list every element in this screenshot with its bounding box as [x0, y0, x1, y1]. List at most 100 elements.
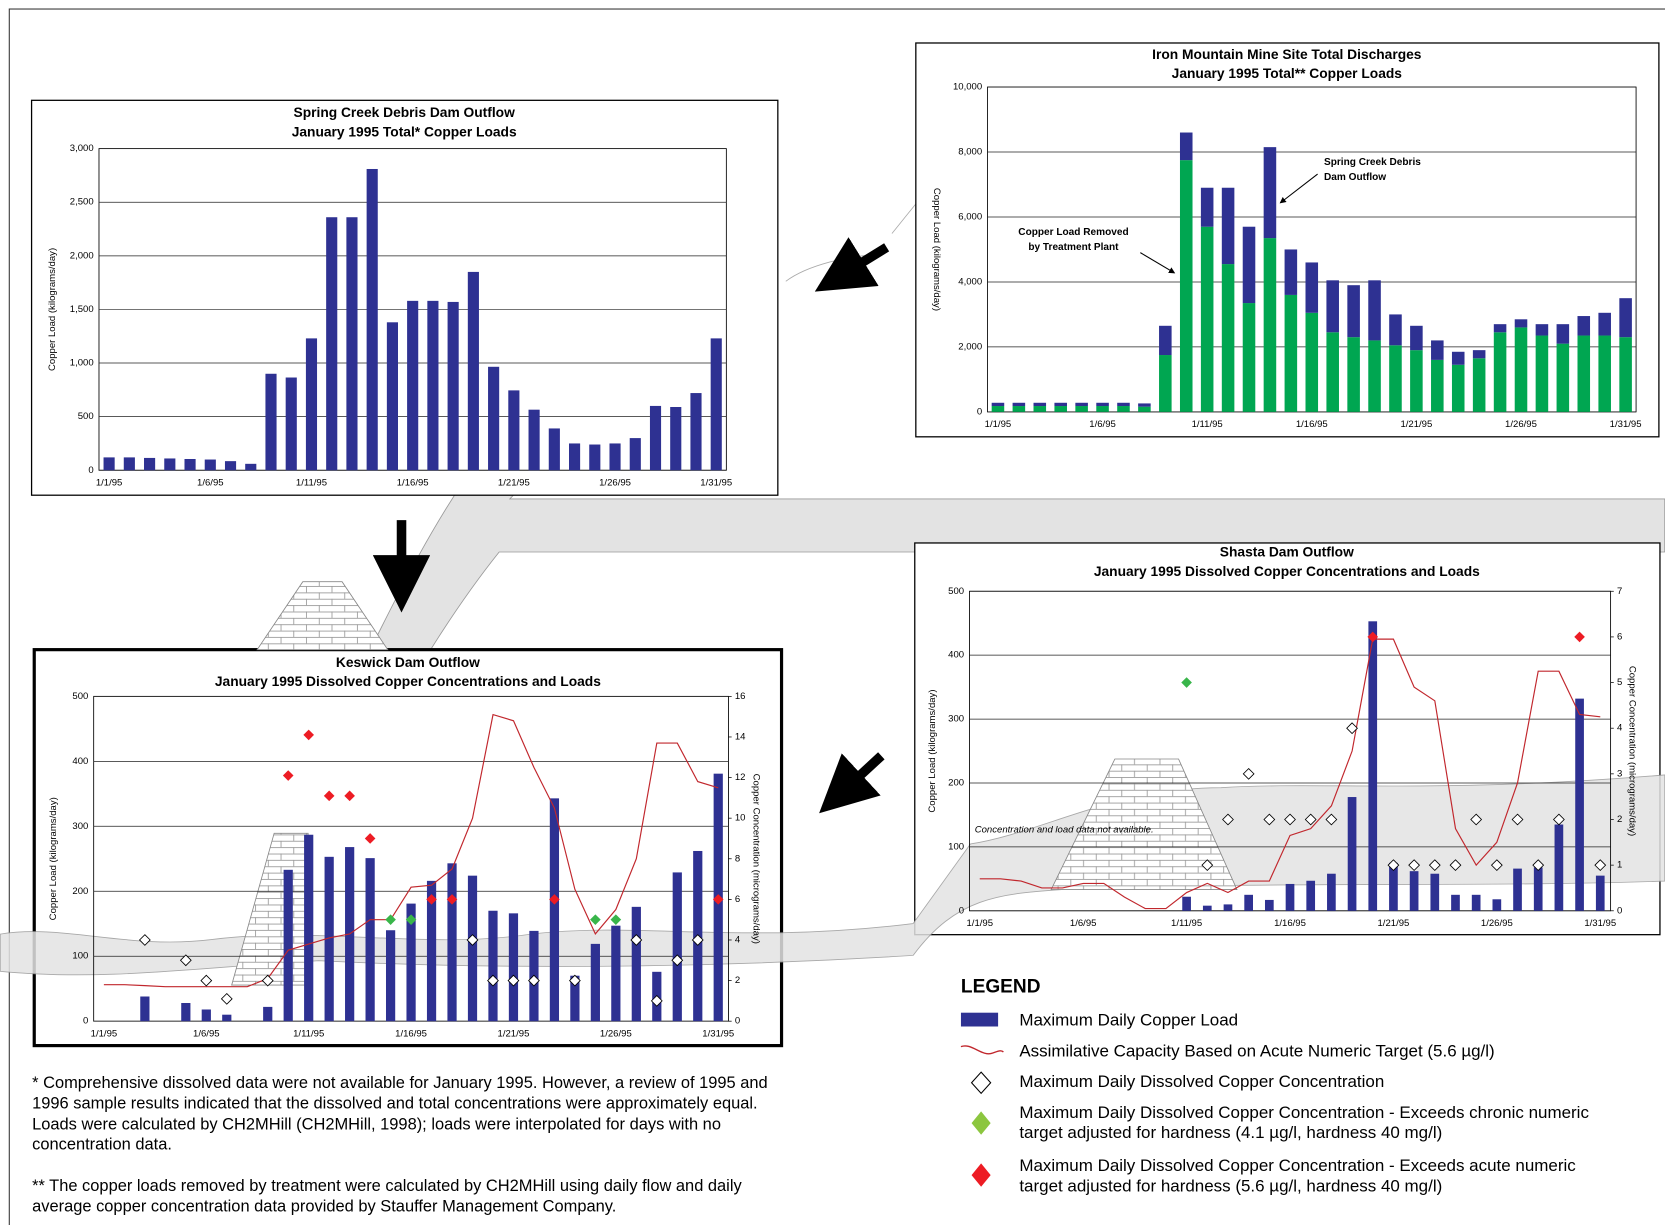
flow-arrows	[372, 237, 890, 814]
marker	[610, 914, 622, 925]
marker	[1511, 813, 1524, 826]
legend-label: Maximum Daily Copper Load	[1019, 1011, 1238, 1030]
bar-segment	[1096, 402, 1109, 407]
chart-subtitle: January 1995 Dissolved Copper Concentrat…	[215, 674, 601, 689]
y2-tick-label: 0	[735, 1016, 740, 1027]
bar	[611, 925, 621, 1022]
bar-segment	[1410, 325, 1423, 351]
legend-label: Maximum Daily Dissolved Copper Concentra…	[1019, 1072, 1384, 1091]
marker	[179, 954, 192, 967]
chart-subtitle: January 1995 Dissolved Copper Concentrat…	[1094, 564, 1480, 579]
marker	[1242, 767, 1255, 780]
legend-swatch	[960, 1045, 1004, 1055]
y-tick-label: 2,000	[70, 250, 94, 261]
bar-segment	[1619, 298, 1632, 338]
bar	[1409, 871, 1419, 911]
axis-title: Copper Load (kilograms/day)	[48, 797, 59, 920]
marker	[1490, 859, 1503, 872]
bar	[1264, 899, 1274, 911]
y2-tick-label: 10	[735, 813, 746, 824]
y-tick-label: 500	[72, 691, 88, 702]
bar	[710, 338, 722, 471]
legend-swatch	[971, 1111, 991, 1135]
bar	[385, 930, 396, 1022]
x-tick-label: 1/16/95	[1274, 918, 1306, 929]
marker	[1552, 813, 1565, 826]
bar	[426, 880, 437, 1022]
bar	[690, 393, 702, 471]
bar-segment	[1263, 238, 1277, 412]
y2-tick-label: 12	[735, 772, 746, 783]
bar	[407, 300, 419, 471]
bar	[548, 428, 560, 471]
bar-segment	[1514, 319, 1528, 328]
marker	[1387, 859, 1400, 872]
marker	[1594, 859, 1607, 872]
bar	[1451, 894, 1460, 911]
bar-segment	[1200, 226, 1214, 412]
bar	[528, 409, 540, 471]
x-tick-label: 1/1/95	[967, 918, 994, 929]
x-tick-label: 1/6/95	[197, 478, 224, 489]
bar-segment	[1200, 187, 1214, 227]
bar-segment	[1326, 280, 1339, 333]
marker	[1325, 813, 1338, 826]
bar	[1595, 875, 1605, 911]
y-tick-label: 1,500	[70, 304, 94, 315]
marker	[303, 729, 314, 741]
bar	[549, 798, 560, 1022]
x-tick-label: 1/21/95	[1400, 419, 1432, 430]
legend-label: Assimilative Capacity Based on Acute Num…	[1019, 1041, 1494, 1060]
bar	[1202, 905, 1212, 911]
y2-tick-label: 1	[1617, 860, 1622, 871]
y-tick-label: 100	[948, 841, 964, 852]
bar	[201, 1009, 211, 1022]
annotation: Dam Outflow	[1324, 172, 1386, 183]
y2-tick-label: 2	[735, 975, 740, 986]
bar-segment	[1242, 226, 1256, 304]
x-tick-label: 1/11/95	[1171, 918, 1202, 929]
bar-segment	[1284, 249, 1298, 295]
y-tick-label: 0	[83, 1016, 88, 1027]
marker	[650, 994, 663, 1007]
y2-tick-label: 5	[1617, 677, 1622, 688]
legend-label: Maximum Daily Dissolved Copper Concentra…	[1019, 1103, 1589, 1122]
marker	[1449, 859, 1462, 872]
x-tick-label: 1/1/95	[91, 1028, 118, 1039]
dam	[1050, 758, 1238, 890]
bar	[488, 910, 498, 1022]
legend-title: LEGEND	[961, 976, 1041, 997]
y2-tick-label: 14	[735, 731, 746, 742]
y-tick-label: 200	[72, 886, 88, 897]
marker	[1181, 677, 1192, 688]
bar-segment	[1368, 340, 1381, 412]
bar	[467, 271, 479, 471]
bar	[406, 903, 416, 1022]
x-tick-label: 1/11/95	[296, 478, 327, 489]
bar-segment	[1012, 406, 1026, 412]
bar-segment	[1326, 332, 1339, 412]
bar-segment	[1242, 303, 1256, 412]
bar-segment	[1263, 147, 1277, 239]
marker	[344, 790, 355, 802]
annotation: Copper Load Removed	[1018, 227, 1128, 238]
bar	[304, 834, 314, 1022]
bar	[427, 300, 439, 471]
y-tick-label: 300	[948, 714, 964, 725]
annotation: Spring Creek Debris	[1324, 157, 1421, 168]
bar-segment	[1305, 262, 1319, 313]
footnote: ** The copper loads removed by treatment…	[32, 1177, 742, 1195]
y2-tick-label: 8	[735, 853, 740, 864]
arrow	[814, 237, 890, 292]
legend-label: Maximum Daily Dissolved Copper Concentra…	[1019, 1156, 1576, 1175]
bar	[1554, 824, 1564, 911]
marker	[220, 992, 233, 1005]
axis-title: Copper Concentration (micrograms/day)	[751, 774, 762, 944]
footnote: concentration data.	[32, 1136, 172, 1154]
x-tick-label: 1/6/95	[1089, 419, 1116, 430]
dam	[256, 581, 389, 651]
annotation-arrows	[1140, 173, 1318, 274]
marker	[1428, 859, 1441, 872]
y-tick-label: 300	[72, 821, 88, 832]
bar	[1575, 698, 1584, 911]
